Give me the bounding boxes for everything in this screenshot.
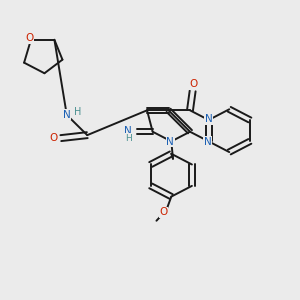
- Text: N: N: [167, 137, 174, 147]
- Text: H: H: [74, 107, 81, 117]
- Text: N: N: [63, 110, 71, 120]
- Text: N: N: [124, 126, 132, 136]
- Text: N: N: [204, 137, 212, 147]
- Text: O: O: [50, 133, 58, 143]
- Text: N: N: [205, 114, 212, 124]
- Text: O: O: [189, 80, 197, 89]
- Text: O: O: [160, 208, 168, 218]
- Text: H: H: [125, 134, 132, 143]
- Text: O: O: [25, 33, 33, 43]
